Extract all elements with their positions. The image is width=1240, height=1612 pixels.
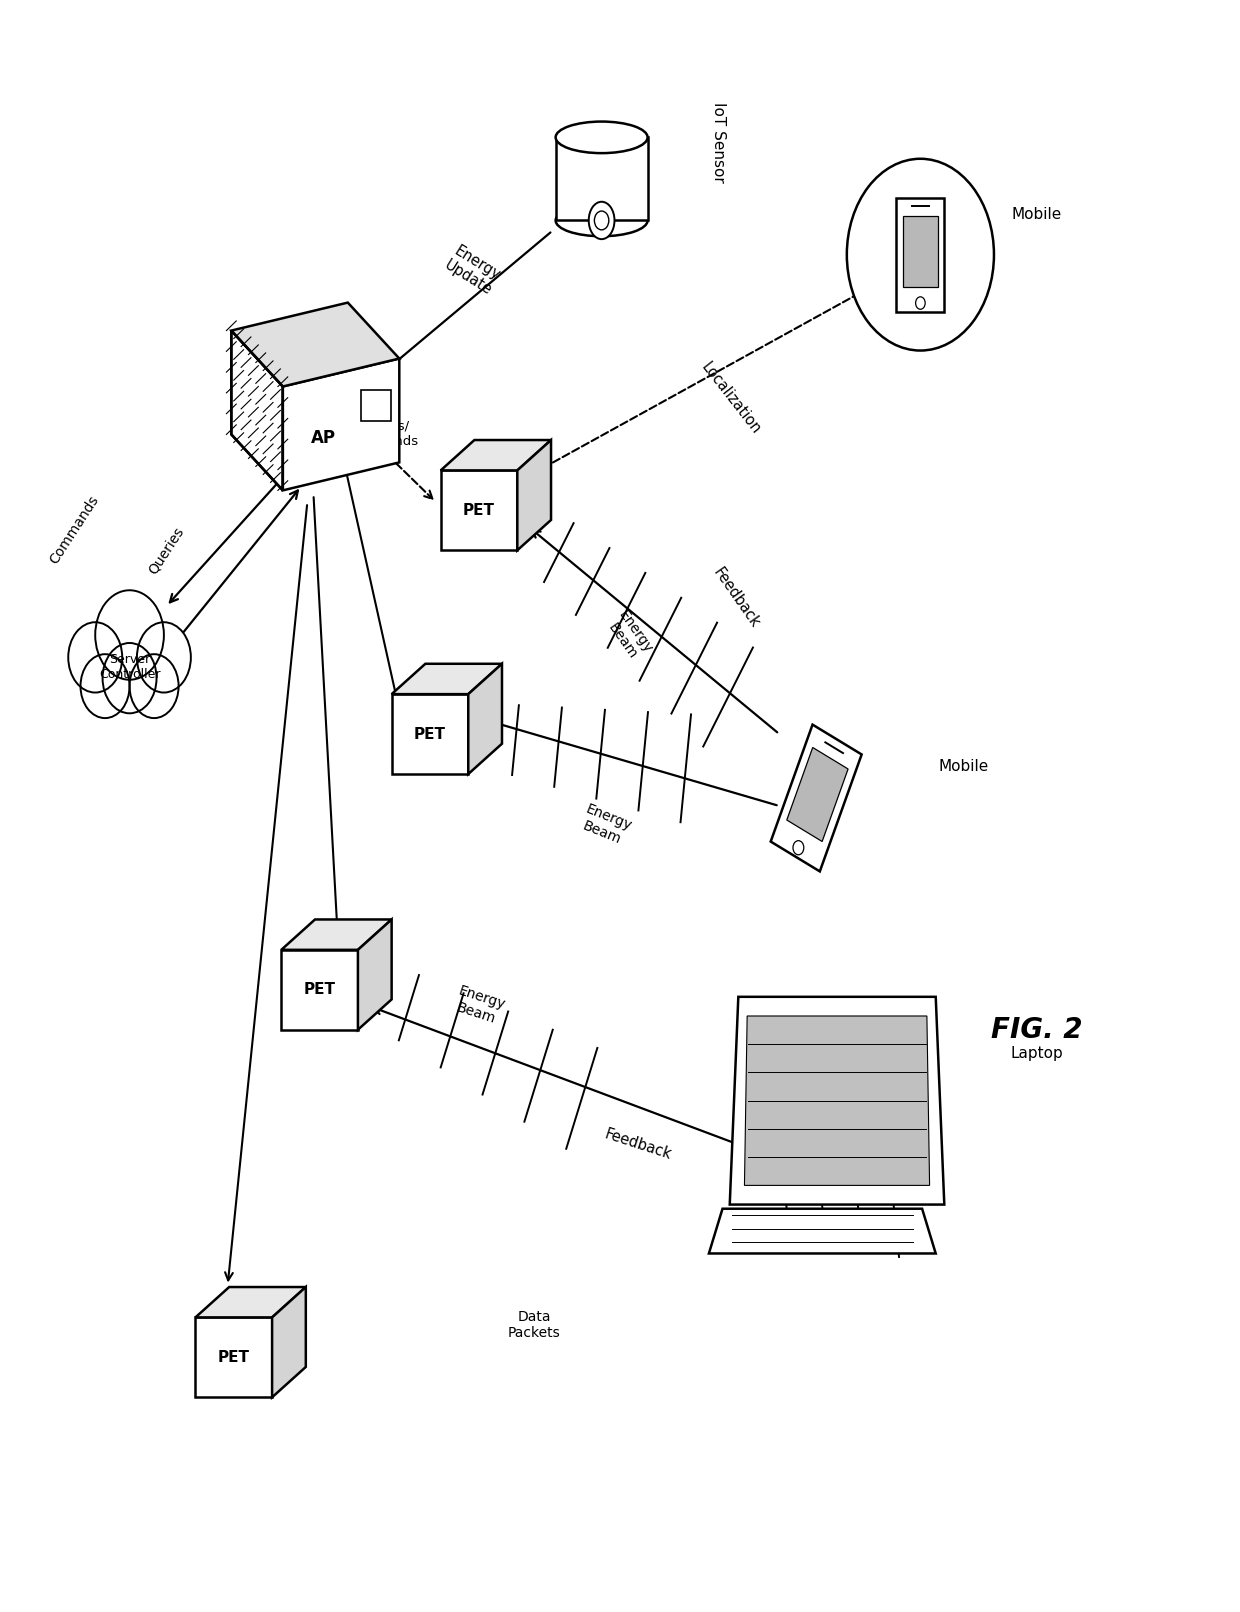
Polygon shape <box>771 725 862 872</box>
Text: Mobile: Mobile <box>1012 208 1061 222</box>
Circle shape <box>95 590 164 680</box>
Polygon shape <box>440 440 551 471</box>
Polygon shape <box>196 1286 306 1317</box>
Polygon shape <box>392 664 502 695</box>
Text: Energy
Beam: Energy Beam <box>577 803 634 848</box>
Polygon shape <box>469 664 502 774</box>
Polygon shape <box>897 198 945 311</box>
Polygon shape <box>392 695 469 774</box>
Text: Energy
Beam: Energy Beam <box>451 983 507 1027</box>
Polygon shape <box>729 996 945 1204</box>
Bar <box>556 137 647 221</box>
Circle shape <box>594 211 609 231</box>
Text: Commands: Commands <box>47 493 102 566</box>
Circle shape <box>103 643 156 713</box>
Ellipse shape <box>589 202 615 239</box>
Circle shape <box>792 840 804 854</box>
Polygon shape <box>283 358 399 490</box>
Polygon shape <box>272 1286 306 1398</box>
Polygon shape <box>196 1317 272 1398</box>
Text: Feedback: Feedback <box>711 566 763 630</box>
Text: Laptop: Laptop <box>1011 1046 1063 1061</box>
Text: AP: AP <box>311 429 336 448</box>
Polygon shape <box>358 919 392 1030</box>
Text: Energy
Update: Energy Update <box>441 243 503 298</box>
Text: Data
Packets: Data Packets <box>508 1311 560 1341</box>
Polygon shape <box>744 1016 930 1185</box>
Text: FIG. 2: FIG. 2 <box>991 1016 1083 1043</box>
Polygon shape <box>440 471 517 550</box>
Polygon shape <box>232 303 399 387</box>
Circle shape <box>136 622 191 693</box>
Text: Energy
Beam: Energy Beam <box>603 608 655 666</box>
Circle shape <box>81 654 129 717</box>
Text: PET: PET <box>304 982 336 998</box>
Circle shape <box>68 622 123 693</box>
Polygon shape <box>232 330 283 490</box>
Text: Mobile: Mobile <box>939 759 988 774</box>
Text: Localization: Localization <box>698 359 763 437</box>
Text: Queries: Queries <box>146 524 187 577</box>
Text: Server
Controller: Server Controller <box>99 653 160 680</box>
Ellipse shape <box>556 121 647 153</box>
Polygon shape <box>281 919 392 949</box>
Circle shape <box>847 158 994 350</box>
Text: PET: PET <box>218 1349 249 1365</box>
Text: Queries/
Commands: Queries/ Commands <box>343 419 418 448</box>
Circle shape <box>915 297 925 310</box>
Text: PET: PET <box>414 727 446 742</box>
Polygon shape <box>281 949 358 1030</box>
Polygon shape <box>903 216 937 287</box>
Bar <box>361 390 391 421</box>
Polygon shape <box>709 1209 936 1254</box>
Text: Feedback: Feedback <box>603 1127 673 1162</box>
Ellipse shape <box>556 205 647 237</box>
Polygon shape <box>786 748 848 841</box>
Polygon shape <box>517 440 551 550</box>
Circle shape <box>129 654 179 717</box>
Text: IoT Sensor: IoT Sensor <box>711 103 725 184</box>
Text: PET: PET <box>463 503 495 517</box>
